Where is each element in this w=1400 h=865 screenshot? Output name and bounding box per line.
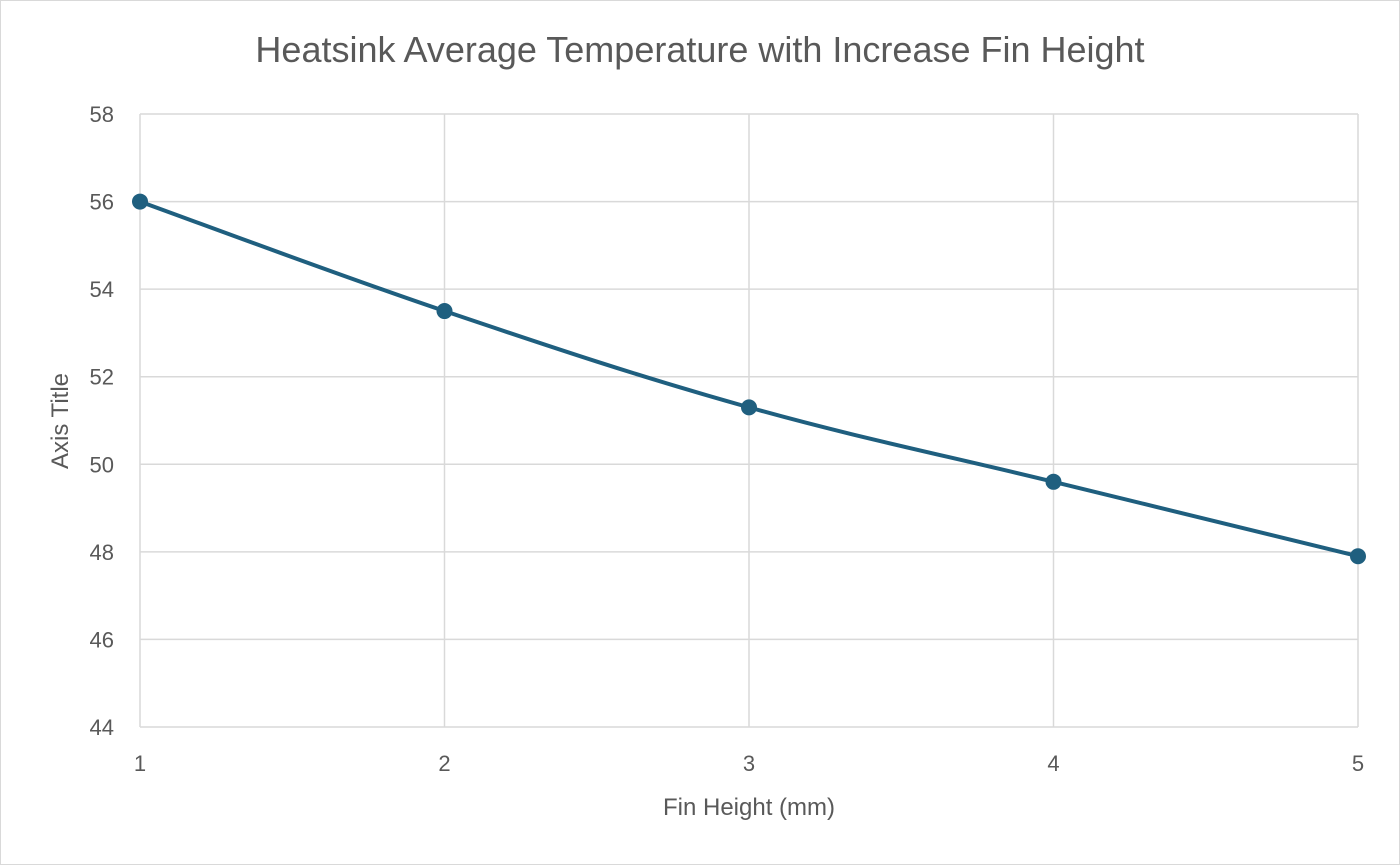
x-tick-label: 4 (1047, 751, 1059, 776)
chart-title: Heatsink Average Temperature with Increa… (255, 29, 1144, 70)
y-tick-label: 46 (90, 627, 114, 652)
x-tick-label: 5 (1352, 751, 1364, 776)
data-point (1350, 548, 1366, 565)
x-axis-tick-labels: 1 2 3 4 5 (134, 751, 1364, 776)
data-points (132, 193, 1366, 565)
y-tick-label: 44 (90, 715, 114, 740)
y-tick-label: 58 (90, 102, 114, 127)
x-tick-label: 3 (743, 751, 755, 776)
data-point (1045, 473, 1062, 490)
data-point (132, 193, 148, 210)
y-tick-label: 56 (90, 190, 114, 215)
x-axis-title: Fin Height (mm) (663, 794, 835, 821)
x-tick-label: 2 (438, 751, 450, 776)
data-point (436, 303, 453, 320)
y-axis-tick-labels: 44 46 48 50 52 54 56 58 (90, 102, 114, 740)
gridlines (139, 113, 1359, 728)
y-tick-label: 48 (90, 540, 114, 565)
y-tick-label: 54 (90, 277, 114, 302)
x-tick-label: 1 (134, 751, 146, 776)
y-axis-title: Axis Title (47, 373, 74, 469)
y-tick-label: 52 (90, 365, 114, 390)
data-point (741, 399, 757, 416)
y-tick-label: 50 (90, 452, 114, 477)
